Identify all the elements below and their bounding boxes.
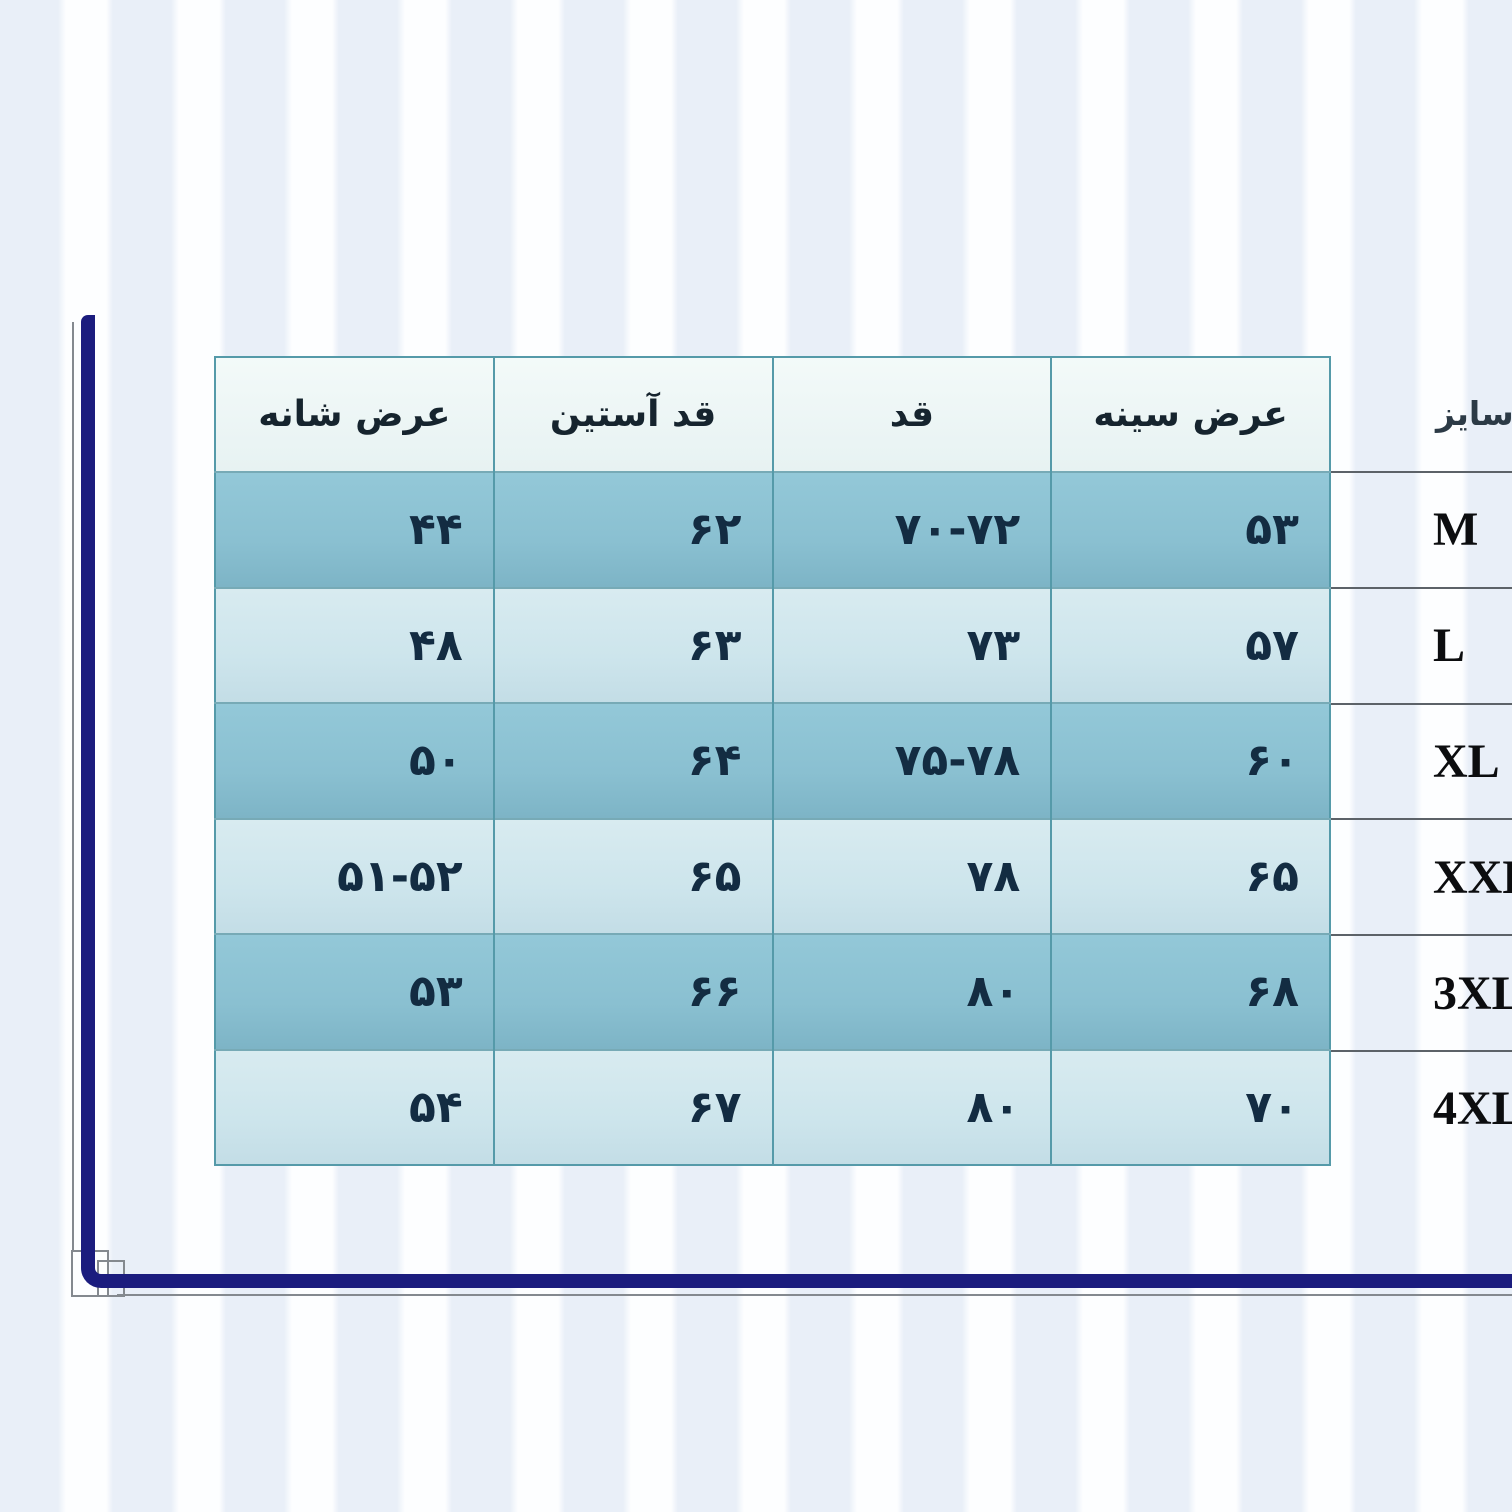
header-row: عرض شانه قد آستین قد عرض سینه [215,357,1330,472]
size-label-4XL: 4XL [1331,1049,1512,1166]
column-header-sleeve: قد آستین [492,357,773,472]
cell-3XL-sleeve: ۶۶ [492,933,773,1050]
cell-3XL-length: ۸۰ [771,933,1052,1050]
cell-4XL-length: ۸۰ [771,1048,1052,1165]
cell-L-chest: ۵۷ [1050,586,1330,703]
cell-M-chest: ۵۳ [1050,471,1330,588]
column-header-shoulder: عرض شانه [215,357,494,472]
cell-L-shoulder: ۴۸ [215,586,494,703]
cell-L-sleeve: ۶۳ [492,586,773,703]
cell-XXL-length: ۷۸ [771,817,1052,934]
table-row-XXL: ۵۱-۵۲ ۶۵ ۷۸ ۶۵ [215,817,1330,934]
size-column-header: سایز [1436,394,1512,433]
table-row-3XL: ۵۳ ۶۶ ۸۰ ۶۸ [215,933,1330,1050]
cell-XXL-shoulder: ۵۱-۵۲ [215,817,494,934]
cell-XL-chest: ۶۰ [1050,702,1330,819]
column-header-chest: عرض سینه [1050,357,1330,472]
cell-M-sleeve: ۶۲ [492,471,773,588]
column-header-length: قد [771,357,1052,472]
cell-4XL-sleeve: ۶۷ [492,1048,773,1165]
thin-vertical-accent-line [72,322,74,1252]
cell-3XL-chest: ۶۸ [1050,933,1330,1050]
table-row-L: ۴۸ ۶۳ ۷۳ ۵۷ [215,586,1330,703]
size-labels-list: MLXLXXL3XL4XL [1331,471,1512,1166]
cell-XXL-chest: ۶۵ [1050,817,1330,934]
table-row-4XL: ۵۴ ۶۷ ۸۰ ۷۰ [215,1048,1330,1165]
navy-frame-border [81,315,1512,1288]
table-body: ۴۴ ۶۲ ۷۰-۷۲ ۵۳ ۴۸ ۶۳ ۷۳ ۵۷ ۵۰ ۶۴ ۷۵-۷۸ ۶۰ ۵۱-۵۲ ۶۵ ۷۸ ۶… [215,471,1330,1165]
size-measurements-table: عرض شانه قد آستین قد عرض سینه ۴۴ ۶۲ ۷۰-۷۲ ۵۳ ۴۸… [214,356,1331,1166]
size-labels-column: سایز MLXLXXL3XL4XL [1331,356,1512,1166]
cell-XL-shoulder: ۵۰ [215,702,494,819]
cell-XXL-sleeve: ۶۵ [492,817,773,934]
size-label-XXL: XXL [1331,818,1512,934]
thin-horizontal-accent-line [117,1294,1512,1296]
table-row-XL: ۵۰ ۶۴ ۷۵-۷۸ ۶۰ [215,702,1330,819]
cell-XL-length: ۷۵-۷۸ [771,702,1052,819]
cell-3XL-shoulder: ۵۳ [215,933,494,1050]
cell-4XL-shoulder: ۵۴ [215,1048,494,1165]
cell-4XL-chest: ۷۰ [1050,1048,1330,1165]
size-label-L: L [1331,586,1512,703]
cell-M-shoulder: ۴۴ [215,471,494,588]
size-label-3XL: 3XL [1331,934,1512,1050]
cell-M-length: ۷۰-۷۲ [771,471,1052,588]
size-label-M: M [1331,471,1512,587]
measurements-table-wrap: عرض شانه قد آستین قد عرض سینه ۴۴ ۶۲ ۷۰-۷۲ ۵۳ ۴۸… [214,356,1331,1166]
cell-XL-sleeve: ۶۴ [492,702,773,819]
cell-L-length: ۷۳ [771,586,1052,703]
table-header: عرض شانه قد آستین قد عرض سینه [215,357,1330,472]
table-row-M: ۴۴ ۶۲ ۷۰-۷۲ ۵۳ [215,471,1330,588]
size-label-XL: XL [1331,702,1512,819]
